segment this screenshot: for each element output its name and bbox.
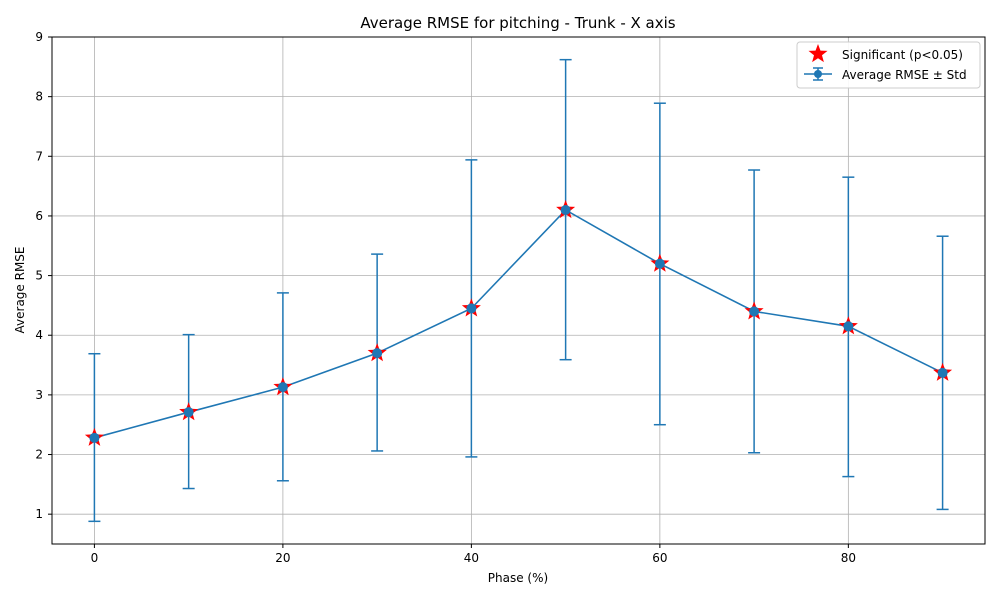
y-ticks: 1 2 3 4 5 6 7 8 9 [35,30,52,521]
data-point [937,367,948,378]
legend-label-average: Average RMSE ± Std [842,68,967,82]
data-point [843,321,854,332]
data-point [372,348,383,359]
chart-title: Average RMSE for pitching - Trunk - X ax… [360,14,675,32]
x-tick-label: 60 [652,551,667,565]
legend-box [796,41,981,89]
data-point [89,432,100,443]
grid [52,36,985,544]
data-point [749,306,760,317]
x-axis-label: Phase (%) [488,571,548,585]
significance-markers [84,199,953,446]
legend: Significant (p<0.05) Average RMSE ± Std [796,41,981,89]
legend-label-significant: Significant (p<0.05) [842,48,963,62]
x-tick-label: 40 [464,551,479,565]
y-tick-label: 2 [35,448,43,462]
x-ticks: 0 20 40 60 80 [91,544,856,565]
y-tick-label: 3 [35,388,43,402]
x-tick-label: 20 [275,551,290,565]
y-tick-label: 6 [35,209,43,223]
plot-frame [51,36,986,545]
y-tick-label: 7 [35,149,43,163]
y-tick-label: 4 [35,328,43,342]
y-tick-label: 9 [35,30,43,44]
y-tick-label: 5 [35,269,43,283]
series-line-group [94,208,943,439]
x-tick-label: 80 [841,551,856,565]
data-point [654,258,665,269]
legend-point-marker [814,70,822,78]
legend-star-marker [808,44,828,63]
y-tick-label: 1 [35,507,43,521]
y-tick-label: 8 [35,90,43,104]
data-point [466,303,477,314]
data-point [277,382,288,393]
x-tick-label: 0 [91,551,99,565]
series-line-average-rmse [94,208,943,439]
data-point [560,204,571,215]
error-bars [88,58,949,523]
data-point [183,407,194,418]
y-axis-label: Average RMSE [13,247,27,334]
